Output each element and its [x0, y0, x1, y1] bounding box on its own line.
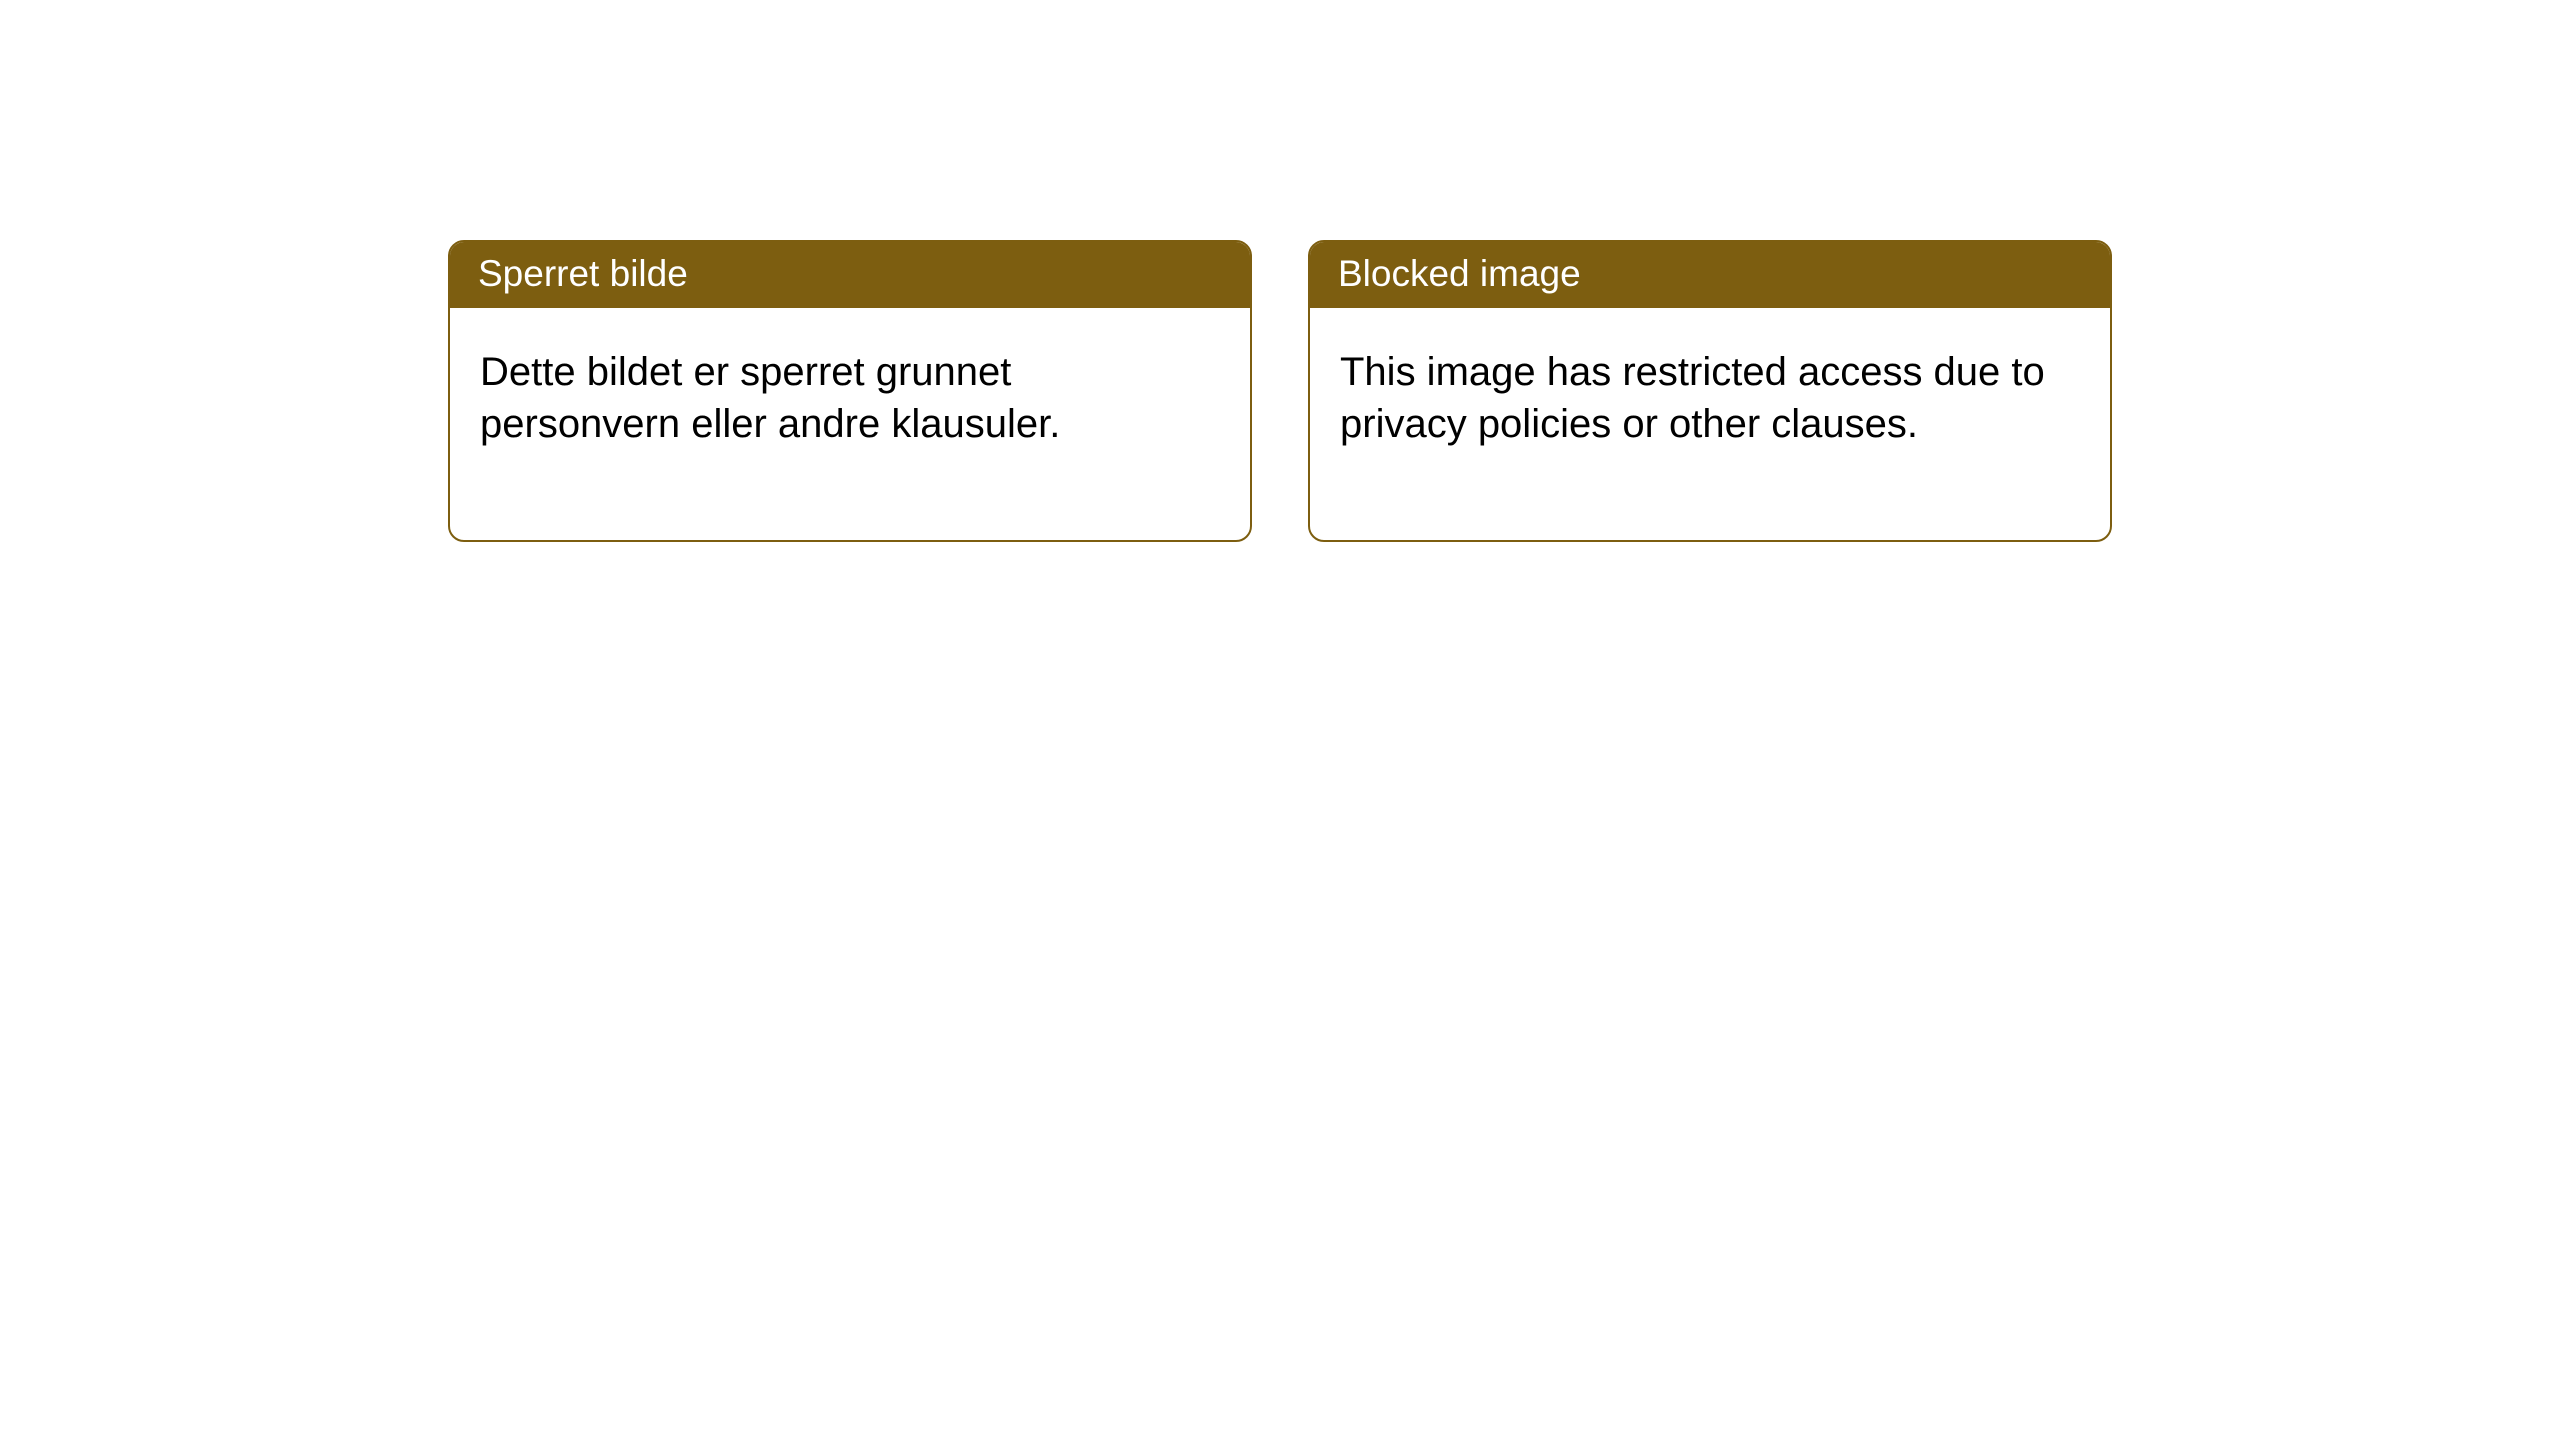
blocked-image-card-english: Blocked image This image has restricted … — [1308, 240, 2112, 542]
notice-container: Sperret bilde Dette bildet er sperret gr… — [0, 0, 2560, 542]
card-title: Blocked image — [1310, 242, 2110, 308]
card-body-text: Dette bildet er sperret grunnet personve… — [450, 308, 1250, 540]
card-body-text: This image has restricted access due to … — [1310, 308, 2110, 540]
blocked-image-card-norwegian: Sperret bilde Dette bildet er sperret gr… — [448, 240, 1252, 542]
card-title: Sperret bilde — [450, 242, 1250, 308]
